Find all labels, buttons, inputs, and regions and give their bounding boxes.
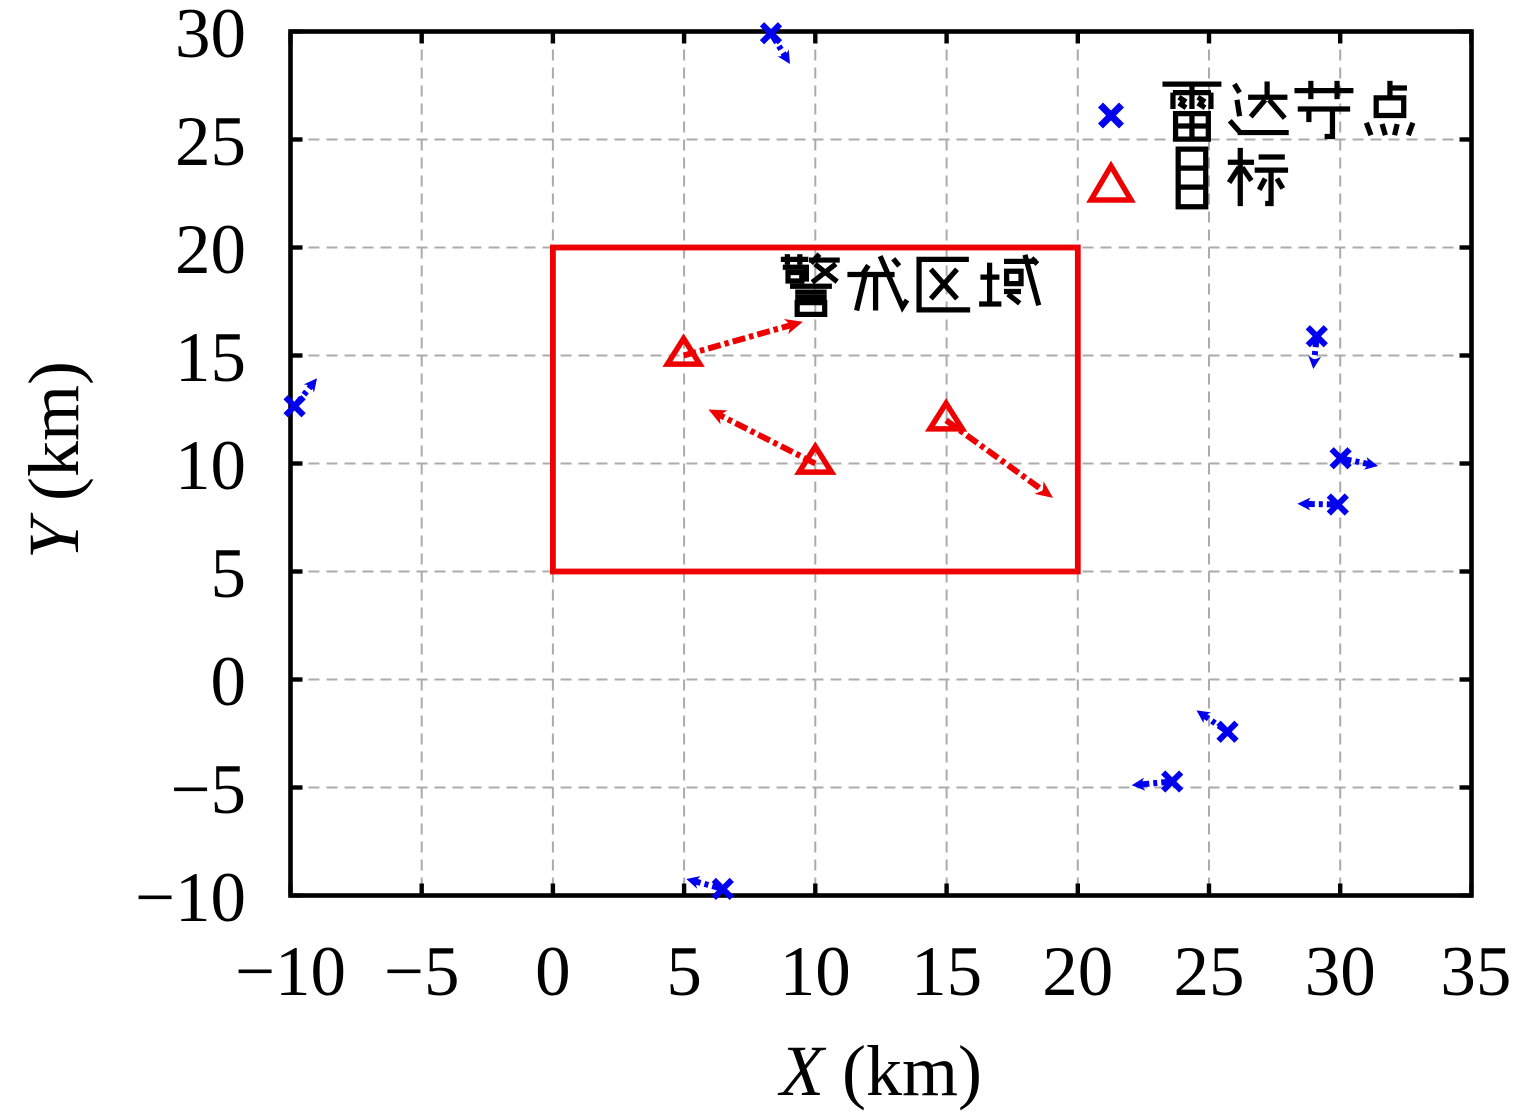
svg-text:−5: −5 bbox=[384, 933, 460, 1011]
svg-text:5: 5 bbox=[211, 535, 247, 613]
svg-text:30: 30 bbox=[1305, 933, 1376, 1011]
svg-text:Y (km): Y (km) bbox=[14, 361, 94, 559]
svg-text:20: 20 bbox=[175, 211, 246, 289]
svg-text:10: 10 bbox=[780, 933, 851, 1011]
svg-text:0: 0 bbox=[211, 643, 247, 721]
svg-text:30: 30 bbox=[175, 0, 246, 73]
svg-text:−5: −5 bbox=[170, 751, 246, 829]
svg-text:X (km): X (km) bbox=[777, 1031, 982, 1111]
svg-text:20: 20 bbox=[1042, 933, 1113, 1011]
svg-text:25: 25 bbox=[175, 103, 246, 181]
svg-text:35: 35 bbox=[1440, 933, 1511, 1011]
svg-text:15: 15 bbox=[175, 319, 246, 397]
svg-text:−10: −10 bbox=[135, 859, 246, 937]
svg-text:10: 10 bbox=[175, 427, 246, 505]
svg-text:−10: −10 bbox=[235, 933, 346, 1011]
svg-text:25: 25 bbox=[1174, 933, 1245, 1011]
svg-text:5: 5 bbox=[666, 933, 702, 1011]
svg-text:15: 15 bbox=[911, 933, 982, 1011]
svg-text:0: 0 bbox=[535, 933, 571, 1011]
